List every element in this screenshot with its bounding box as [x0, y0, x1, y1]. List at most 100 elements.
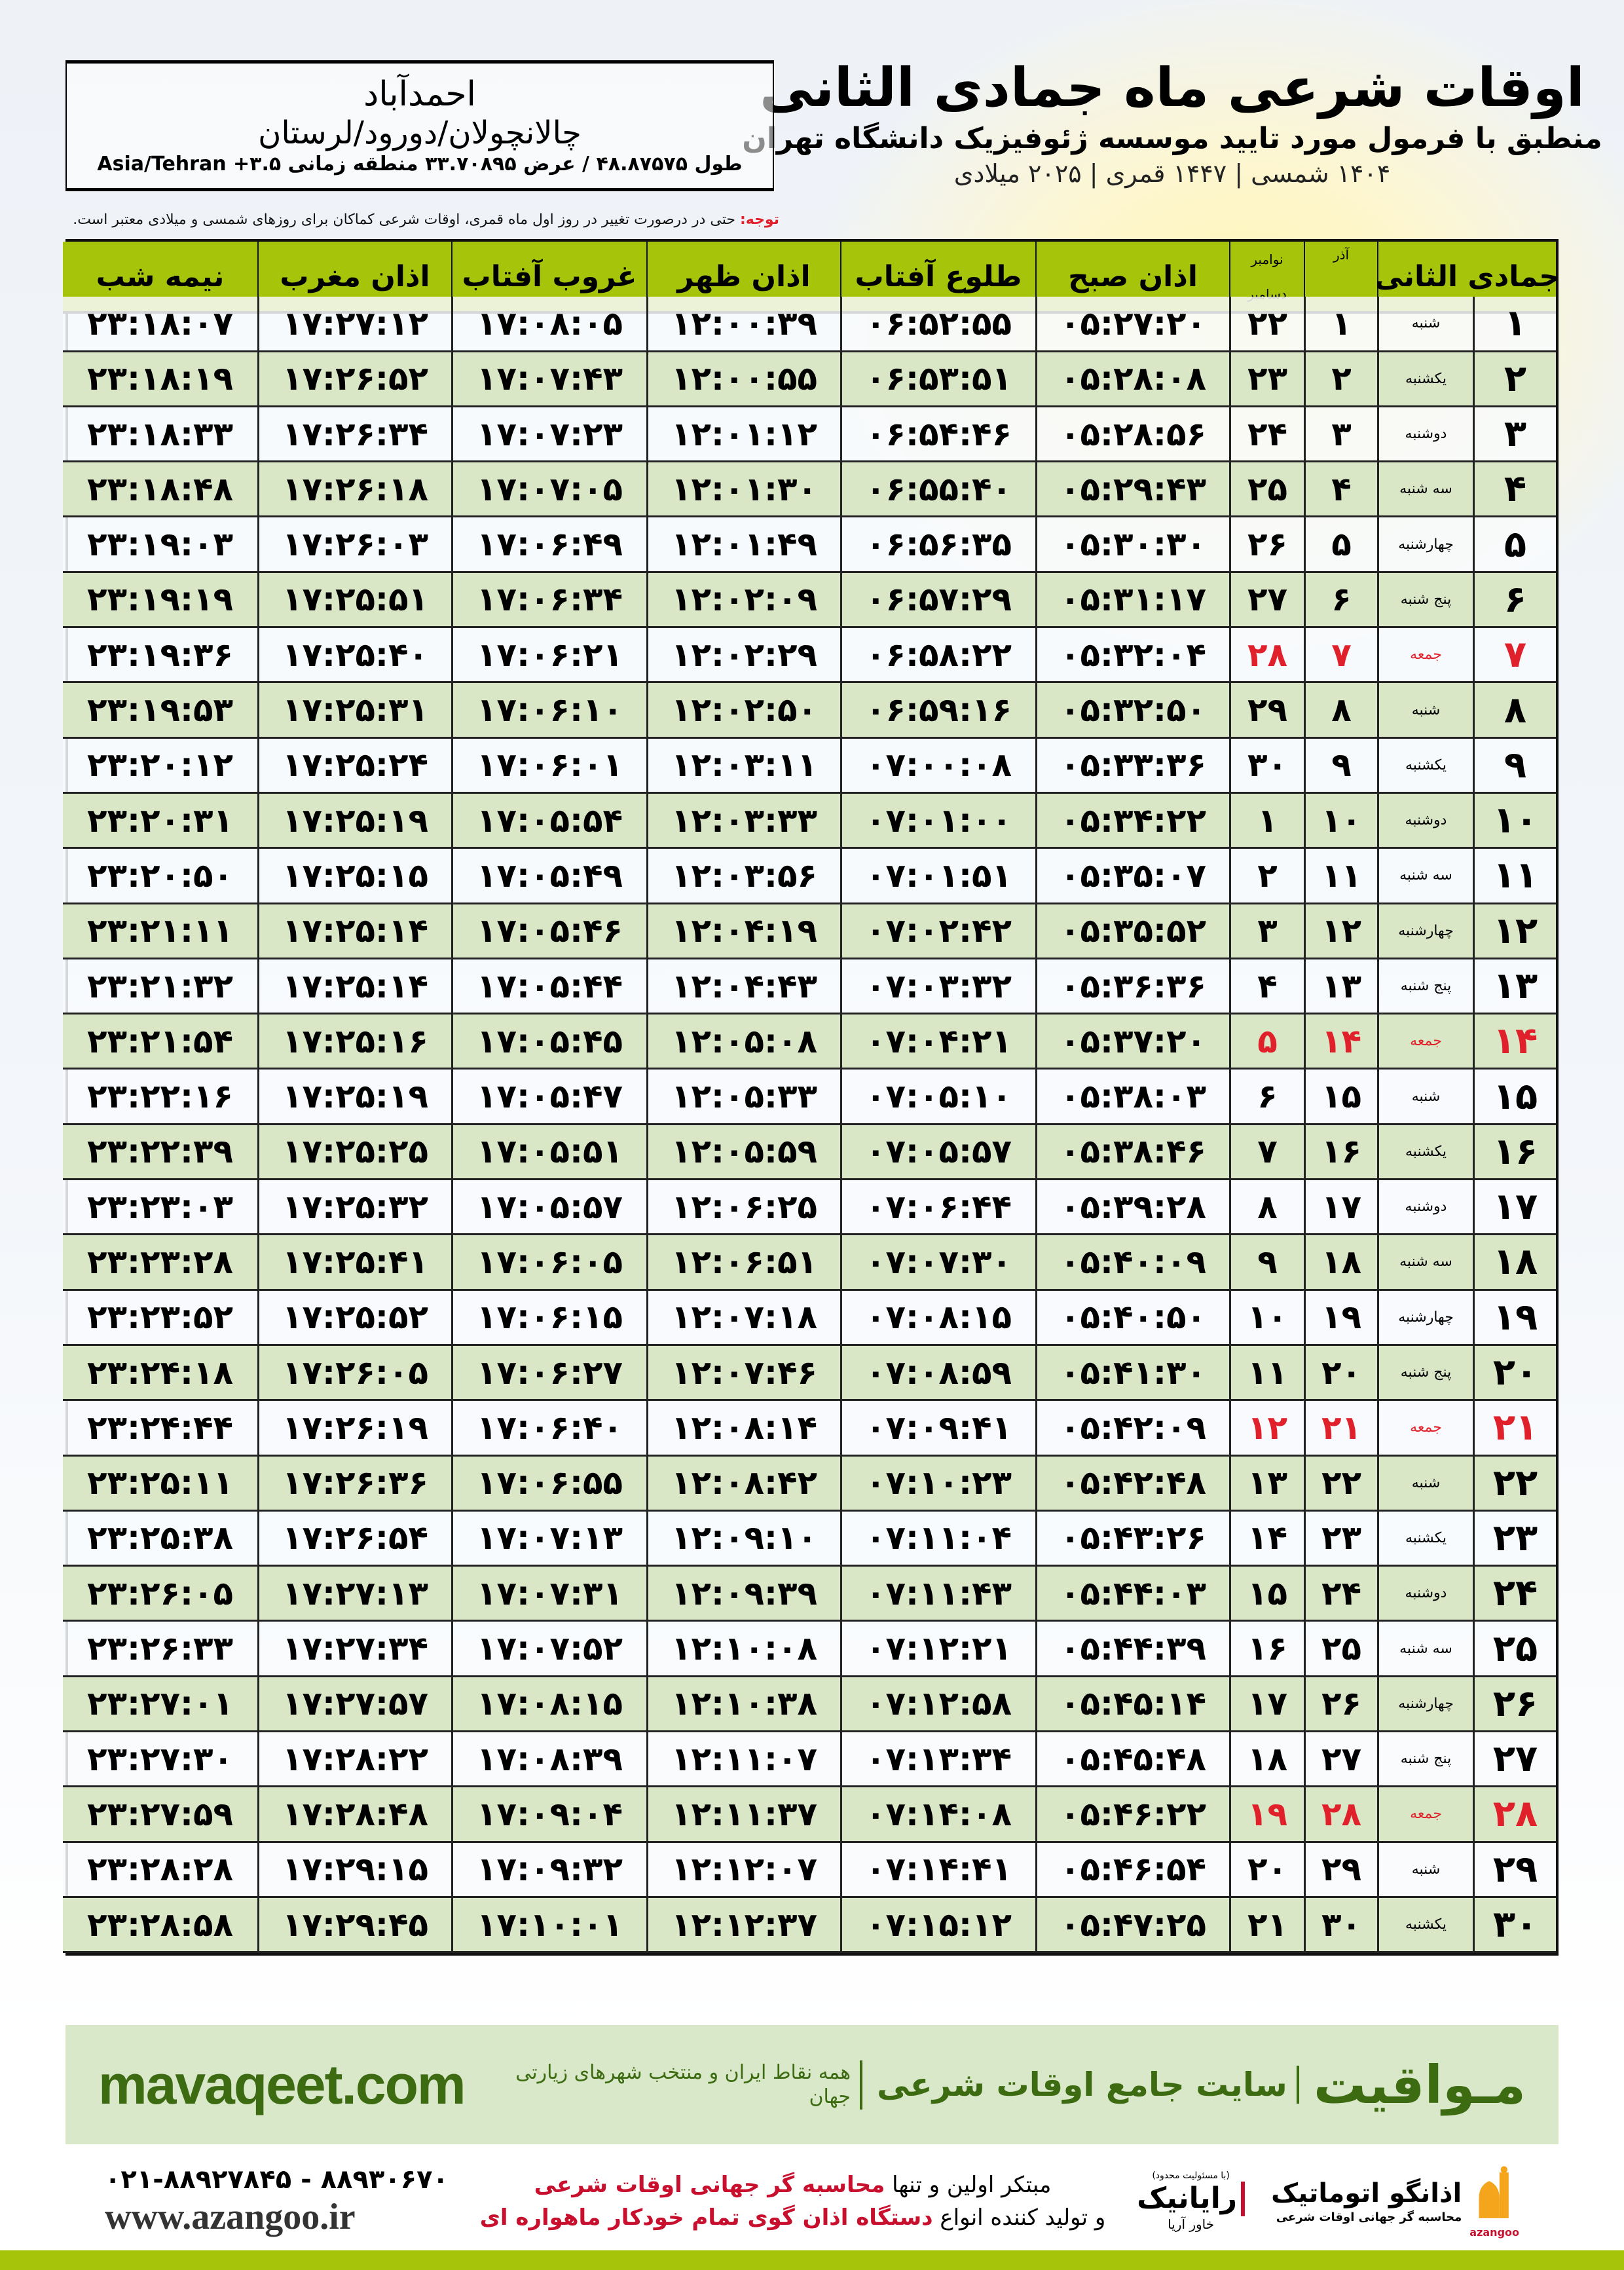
midnight-time: ۲۳:۲۷:۳۰ [63, 1732, 257, 1788]
azangoo-sub: محاسبه گر جهانی اوقات شرعی [1276, 2210, 1462, 2225]
sunset-time: ۱۷:۰۵:۴۹ [451, 849, 646, 904]
banner-slogan: سایت جامع اوقات شرعی [877, 2066, 1299, 2104]
sunrise-time: ۰۷:۱۴:۴۱ [840, 1842, 1035, 1898]
day-number: ۱۲ [1473, 904, 1556, 959]
promo-line2-highlight: دستگاه اذان گوی تمام خودکار ماهواره ای [479, 2205, 933, 2231]
weekday: چهارشنبه [1377, 517, 1473, 573]
midnight-time: ۲۳:۲۵:۳۸ [63, 1511, 257, 1567]
midnight-time: ۲۳:۲۷:۵۹ [63, 1787, 257, 1843]
notice: توجه: حتی در درصورت تغییر در روز اول ماه… [73, 211, 779, 230]
weekday: پنج شنبه [1377, 1345, 1473, 1402]
gregorian-date: ۱۰ [1229, 1290, 1304, 1346]
weekday: چهارشنبه [1377, 1290, 1473, 1346]
azar-date: ۲۹ [1304, 1842, 1377, 1898]
sunrise-time: ۰۷:۱۴:۰۸ [840, 1787, 1035, 1843]
sunset-time: ۱۷:۰۵:۴۷ [451, 1070, 646, 1125]
maghrib-time: ۱۷:۲۵:۱۴ [257, 959, 451, 1015]
maghrib-time: ۱۷:۲۷:۱۳ [257, 1567, 451, 1622]
midnight-time: ۲۳:۱۸:۱۹ [63, 352, 257, 407]
midnight-time: ۲۳:۱۹:۰۳ [63, 517, 257, 573]
promo-line1-highlight: محاسبه گر جهانی اوقات شرعی [534, 2172, 885, 2198]
azar-date: ۷ [1304, 628, 1377, 684]
fajr-time: ۰۵:۲۷:۲۰ [1035, 297, 1229, 352]
sunrise-time: ۰۷:۱۲:۵۸ [840, 1677, 1035, 1733]
weekday: سه شنبه [1377, 462, 1473, 518]
rayanik-name: رایانیک [1137, 2182, 1246, 2216]
weekday: شنبه [1377, 1070, 1473, 1125]
rayanik-top: (با مسئولیت محدود) [1152, 2170, 1230, 2182]
maghrib-time: ۱۷:۲۵:۲۵ [257, 1125, 451, 1181]
day-number: ۲۴ [1473, 1567, 1556, 1622]
sunrise-time: ۰۷:۰۷:۳۰ [840, 1235, 1035, 1291]
maghrib-time: ۱۷:۲۹:۱۵ [257, 1842, 451, 1898]
maghrib-time: ۱۷:۲۵:۱۴ [257, 904, 451, 959]
dhuhr-time: ۱۲:۰۲:۰۹ [646, 572, 840, 629]
azar-date: ۲۴ [1304, 1567, 1377, 1622]
dhuhr-time: ۱۲:۱۱:۳۷ [646, 1787, 840, 1843]
fajr-time: ۰۵:۲۹:۴۳ [1035, 462, 1229, 518]
gregorian-date: ۵ [1229, 1014, 1304, 1070]
dhuhr-time: ۱۲:۰۳:۱۱ [646, 738, 840, 794]
day-number: ۲۵ [1473, 1622, 1556, 1677]
gregorian-date: ۹ [1229, 1235, 1304, 1291]
dome-icon [1479, 2166, 1509, 2219]
midnight-time: ۲۳:۲۳:۲۸ [63, 1235, 257, 1291]
weekday: سه شنبه [1377, 1622, 1473, 1677]
sunrise-time: ۰۷:۰۱:۰۰ [840, 793, 1035, 849]
gregorian-date: ۱۵ [1229, 1567, 1304, 1622]
fajr-time: ۰۵:۴۵:۴۸ [1035, 1732, 1229, 1788]
day-number: ۹ [1473, 738, 1556, 794]
gregorian-date: ۲۱ [1229, 1897, 1304, 1954]
mavaqeet-banner: مـواقیت سایت جامع اوقات شرعی همه نقاط ای… [65, 2025, 1559, 2144]
azar-date: ۱۴ [1304, 1014, 1377, 1070]
dhuhr-time: ۱۲:۰۲:۲۹ [646, 628, 840, 684]
gregorian-date: ۱۷ [1229, 1677, 1304, 1733]
day-number: ۳۰ [1473, 1897, 1556, 1954]
azar-date: ۱۹ [1304, 1290, 1377, 1346]
maghrib-time: ۱۷:۲۵:۱۹ [257, 793, 451, 849]
maghrib-time: ۱۷:۲۶:۱۸ [257, 462, 451, 518]
azar-date: ۴ [1304, 462, 1377, 518]
azangoo-name: اذانگو اتوماتیک [1271, 2178, 1462, 2209]
midnight-time: ۲۳:۲۳:۵۲ [63, 1290, 257, 1346]
weekday: شنبه [1377, 1842, 1473, 1898]
day-number: ۱۳ [1473, 959, 1556, 1015]
maghrib-time: ۱۷:۲۵:۵۱ [257, 572, 451, 629]
contact-info: ۰۲۱-۸۸۹۲۷۸۴۵ - ۸۸۹۳۰۶۷۰ www.azangoo.ir [105, 2165, 449, 2238]
sunset-time: ۱۷:۰۷:۴۳ [451, 352, 646, 407]
day-number: ۷ [1473, 628, 1556, 684]
maghrib-time: ۱۷:۲۶:۰۵ [257, 1345, 451, 1402]
dhuhr-time: ۱۲:۰۴:۱۹ [646, 904, 840, 959]
gregorian-date: ۲۴ [1229, 407, 1304, 463]
weekday: سه شنبه [1377, 1235, 1473, 1291]
azangoo-website[interactable]: www.azangoo.ir [105, 2197, 356, 2238]
weekday: یکشنبه [1377, 1897, 1473, 1954]
sunrise-time: ۰۷:۰۴:۲۱ [840, 1014, 1035, 1070]
sunset-time: ۱۷:۰۶:۲۷ [451, 1345, 646, 1402]
midnight-time: ۲۳:۲۶:۰۵ [63, 1567, 257, 1622]
azar-date: ۱۳ [1304, 959, 1377, 1015]
dhuhr-time: ۱۲:۰۷:۴۶ [646, 1345, 840, 1402]
midnight-time: ۲۳:۲۴:۱۸ [63, 1345, 257, 1402]
fajr-time: ۰۵:۳۶:۳۶ [1035, 959, 1229, 1015]
day-number: ۲۲ [1473, 1456, 1556, 1512]
dhuhr-time: ۱۲:۱۲:۳۷ [646, 1897, 840, 1954]
midnight-time: ۲۳:۲۲:۳۹ [63, 1125, 257, 1181]
dhuhr-time: ۱۲:۰۴:۴۳ [646, 959, 840, 1015]
dhuhr-time: ۱۲:۰۵:۵۹ [646, 1125, 840, 1181]
dhuhr-time: ۱۲:۰۱:۴۹ [646, 517, 840, 573]
rayanik-logo: (با مسئولیت محدود) رایانیک خاور آریا [1137, 2170, 1246, 2232]
gregorian-date: ۱۱ [1229, 1345, 1304, 1402]
gregorian-date: ۳ [1229, 904, 1304, 959]
sunset-time: ۱۷:۰۷:۵۲ [451, 1622, 646, 1677]
gregorian-date: ۳۰ [1229, 738, 1304, 794]
promo-text: مبتکر اولین و تنها محاسبه گر جهانی اوقات… [475, 2168, 1111, 2234]
sunrise-time: ۰۷:۰۹:۴۱ [840, 1401, 1035, 1457]
dhuhr-time: ۱۲:۰۸:۴۲ [646, 1456, 840, 1512]
sunset-time: ۱۷:۰۶:۱۵ [451, 1290, 646, 1346]
bottom-bar [0, 2250, 1624, 2270]
gregorian-date: ۱۶ [1229, 1622, 1304, 1677]
sunset-time: ۱۷:۰۹:۳۲ [451, 1842, 646, 1898]
website-link[interactable]: mavaqeet.com [98, 2053, 466, 2115]
dhuhr-time: ۱۲:۰۰:۵۵ [646, 352, 840, 407]
